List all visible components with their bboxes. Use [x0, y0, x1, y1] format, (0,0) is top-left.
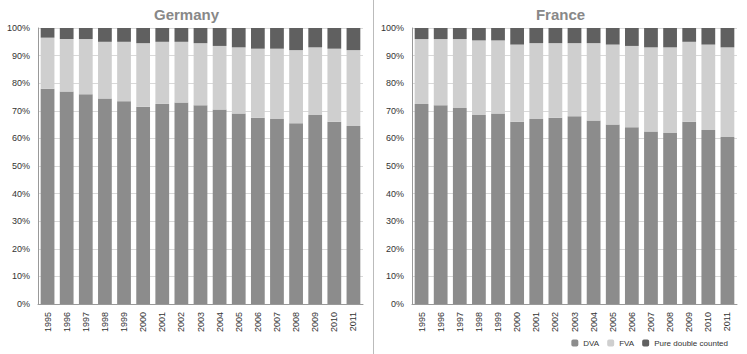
- svg-text:30%: 30%: [12, 216, 30, 226]
- svg-text:10%: 10%: [12, 271, 30, 281]
- svg-text:40%: 40%: [12, 189, 30, 199]
- svg-text:80%: 80%: [386, 78, 404, 88]
- svg-text:2007: 2007: [272, 312, 282, 332]
- svg-text:40%: 40%: [386, 189, 404, 199]
- svg-text:20%: 20%: [12, 244, 30, 254]
- svg-text:2010: 2010: [329, 312, 339, 332]
- svg-text:50%: 50%: [12, 161, 30, 171]
- svg-text:60%: 60%: [12, 133, 30, 143]
- svg-text:FVA: FVA: [619, 339, 635, 348]
- svg-text:80%: 80%: [12, 78, 30, 88]
- svg-text:100%: 100%: [7, 23, 30, 33]
- svg-text:2002: 2002: [176, 312, 186, 332]
- svg-text:2006: 2006: [627, 312, 637, 332]
- svg-text:1997: 1997: [81, 312, 91, 332]
- svg-text:50%: 50%: [386, 161, 404, 171]
- svg-text:2006: 2006: [253, 312, 263, 332]
- svg-text:1996: 1996: [436, 312, 446, 332]
- svg-text:2004: 2004: [589, 312, 599, 332]
- svg-text:2010: 2010: [703, 312, 713, 332]
- svg-text:2005: 2005: [608, 312, 618, 332]
- svg-text:90%: 90%: [386, 51, 404, 61]
- svg-text:1995: 1995: [43, 312, 53, 332]
- svg-text:1999: 1999: [119, 312, 129, 332]
- svg-text:70%: 70%: [386, 106, 404, 116]
- svg-text:Germany: Germany: [154, 6, 220, 23]
- svg-text:10%: 10%: [386, 271, 404, 281]
- svg-text:2002: 2002: [550, 312, 560, 332]
- svg-text:1996: 1996: [62, 312, 72, 332]
- svg-text:2003: 2003: [570, 312, 580, 332]
- svg-text:20%: 20%: [386, 244, 404, 254]
- svg-text:France: France: [536, 6, 585, 23]
- svg-text:0%: 0%: [17, 299, 30, 309]
- svg-text:2003: 2003: [196, 312, 206, 332]
- svg-text:1999: 1999: [493, 312, 503, 332]
- svg-text:2001: 2001: [531, 312, 541, 332]
- svg-text:1998: 1998: [474, 312, 484, 332]
- svg-text:0%: 0%: [391, 299, 404, 309]
- svg-text:2004: 2004: [215, 312, 225, 332]
- svg-text:2007: 2007: [646, 312, 656, 332]
- svg-text:DVA: DVA: [583, 339, 600, 348]
- svg-text:2000: 2000: [138, 312, 148, 332]
- svg-text:2009: 2009: [310, 312, 320, 332]
- svg-text:1995: 1995: [417, 312, 427, 332]
- svg-text:2009: 2009: [684, 312, 694, 332]
- svg-text:30%: 30%: [386, 216, 404, 226]
- svg-text:100%: 100%: [381, 23, 404, 33]
- svg-text:2011: 2011: [722, 312, 732, 331]
- svg-text:2011: 2011: [348, 312, 358, 331]
- svg-text:2001: 2001: [157, 312, 167, 332]
- svg-text:1998: 1998: [100, 312, 110, 332]
- svg-text:70%: 70%: [12, 106, 30, 116]
- svg-text:60%: 60%: [386, 133, 404, 143]
- svg-text:2000: 2000: [512, 312, 522, 332]
- svg-text:Pure double counted: Pure double counted: [654, 339, 728, 348]
- svg-text:2008: 2008: [291, 312, 301, 332]
- svg-text:90%: 90%: [12, 51, 30, 61]
- svg-text:1997: 1997: [455, 312, 465, 332]
- svg-text:2008: 2008: [665, 312, 675, 332]
- svg-text:2005: 2005: [234, 312, 244, 332]
